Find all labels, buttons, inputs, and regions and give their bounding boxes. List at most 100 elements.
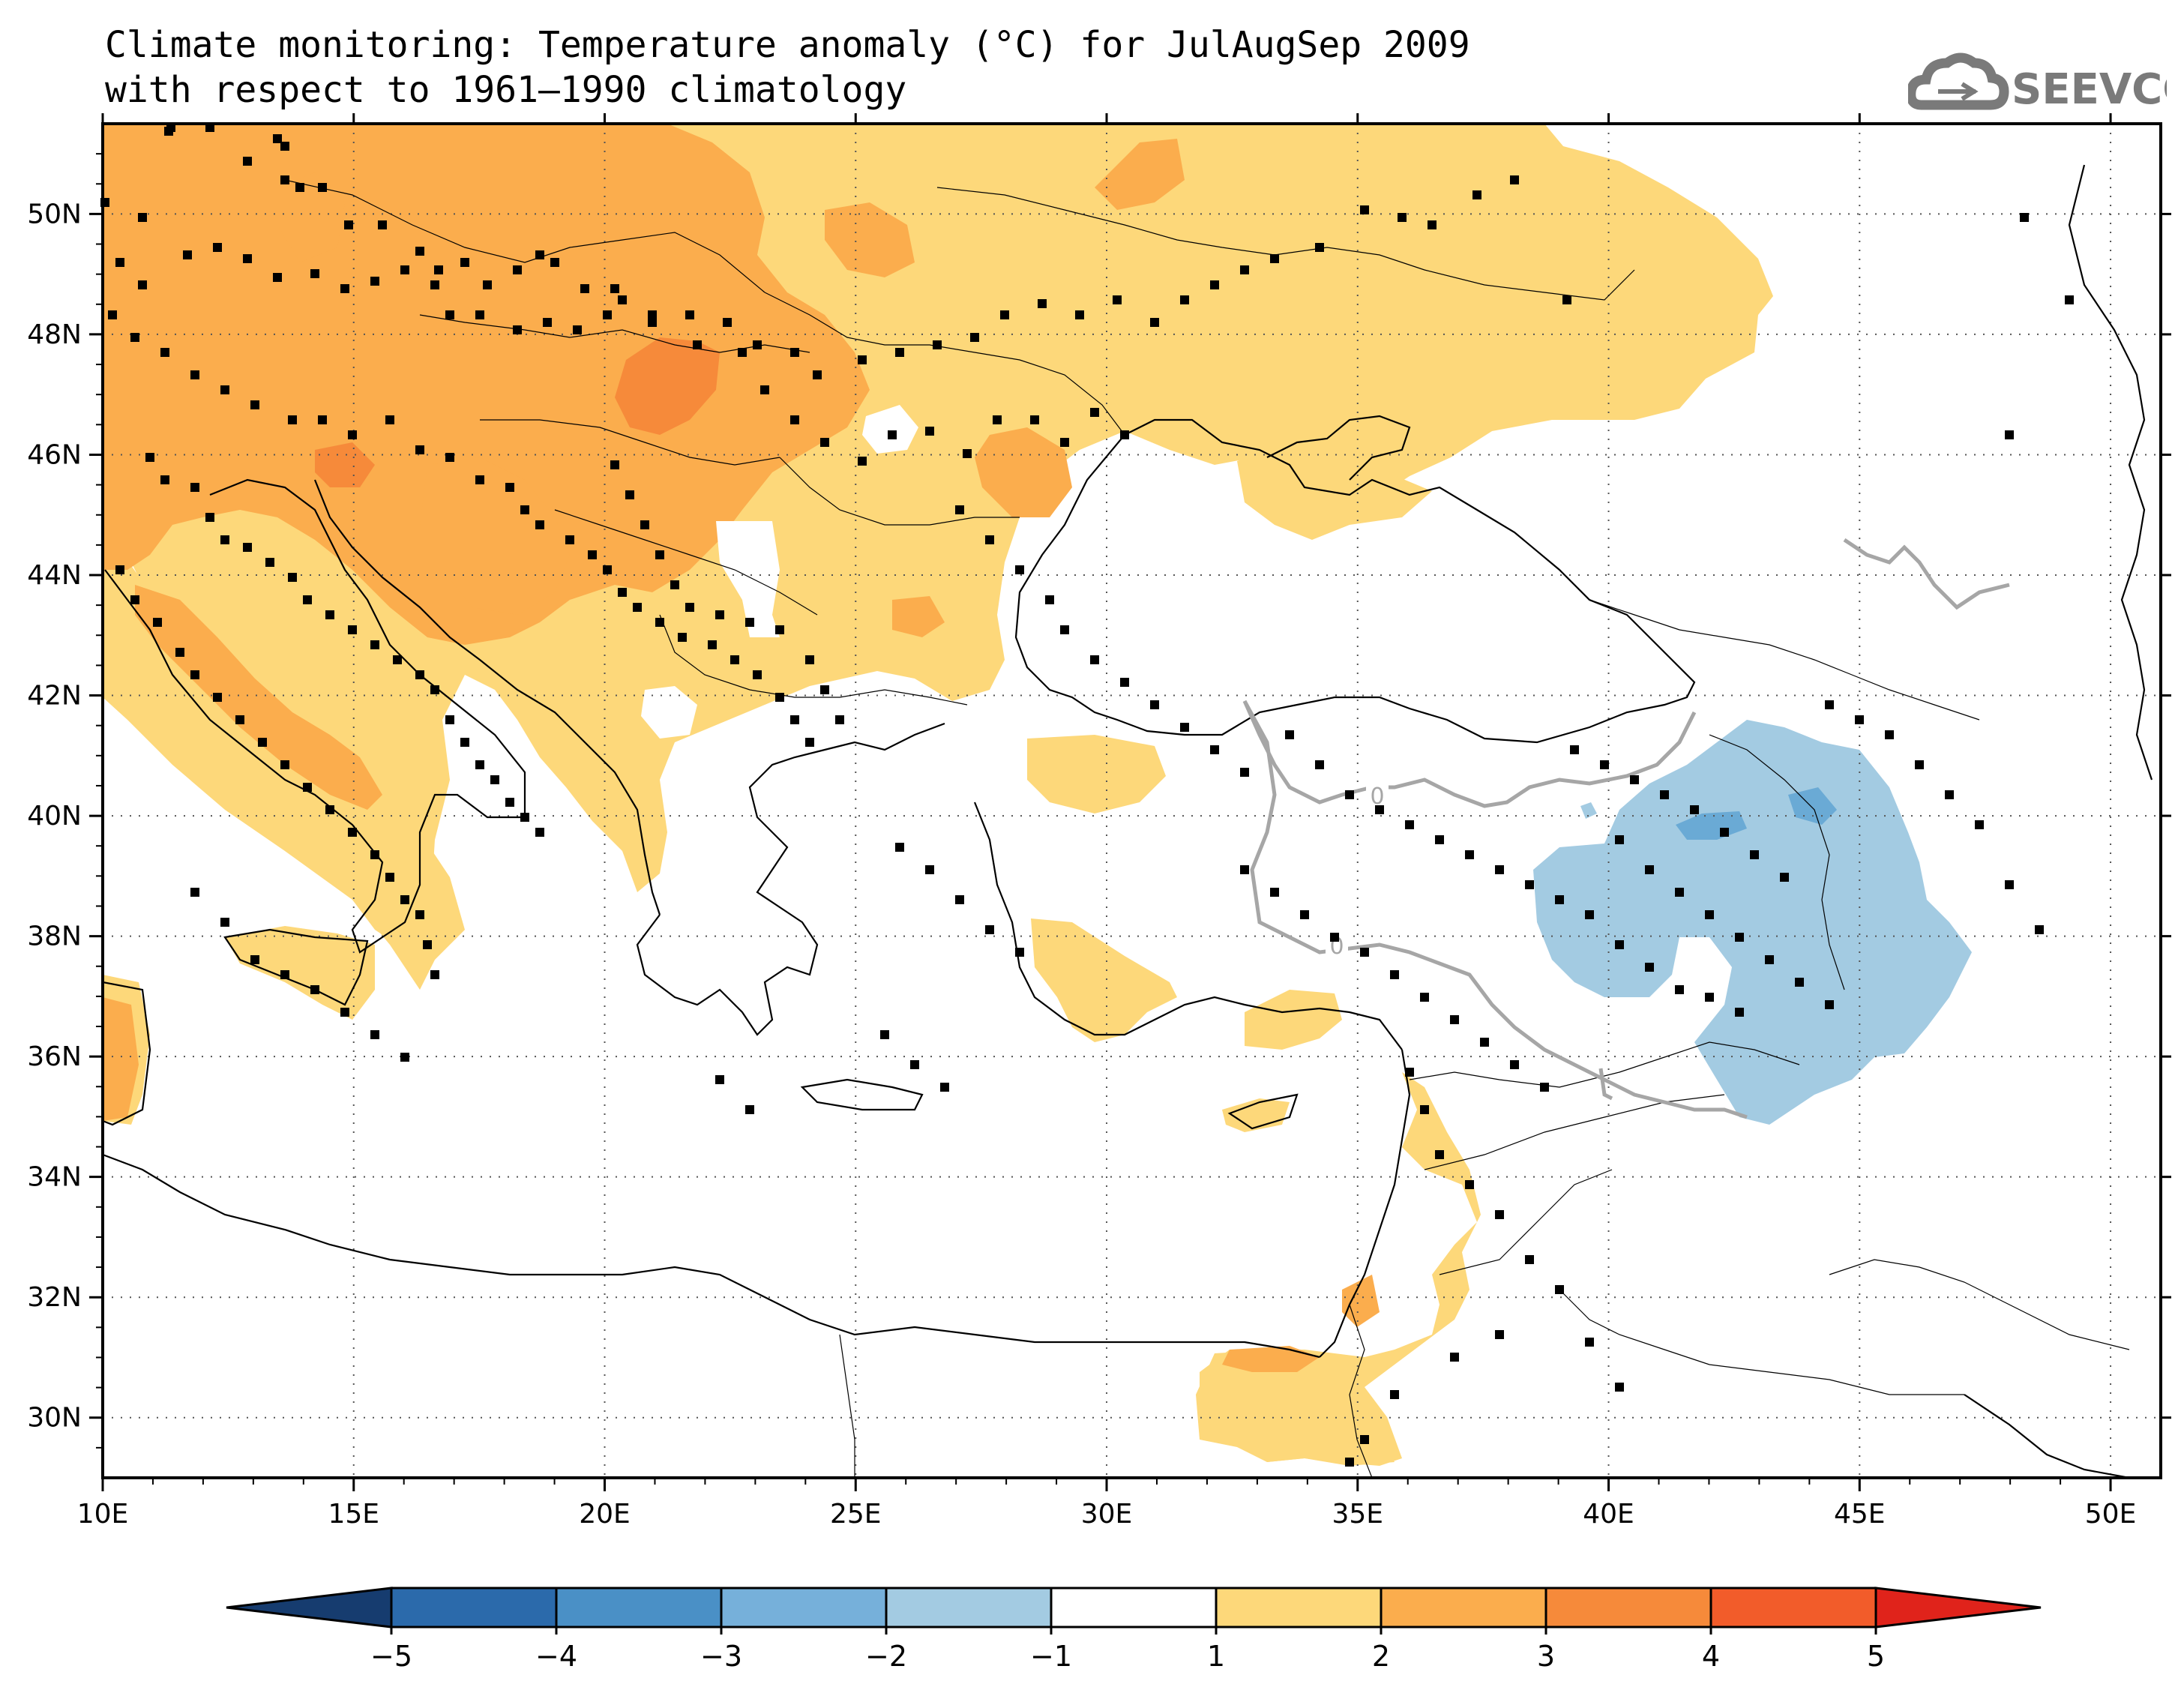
station-marker: [280, 760, 289, 769]
map-frame: [101, 122, 2162, 1479]
station-marker: [1240, 768, 1249, 777]
coastline-gulf: [1964, 1394, 2130, 1478]
border-line: [936, 187, 1635, 301]
station-marker: [1600, 760, 1609, 769]
station-marker: [790, 348, 799, 357]
colorbar-segment: [555, 1587, 723, 1629]
station-marker: [693, 340, 702, 349]
station-marker: [1435, 835, 1444, 844]
station-marker: [1075, 310, 1084, 319]
station-marker: [213, 693, 222, 702]
station-marker: [535, 520, 544, 529]
coastline-italy: [104, 478, 526, 954]
station-marker: [910, 1060, 919, 1069]
station-marker: [835, 715, 844, 724]
colorbar-label: −2: [865, 1640, 907, 1673]
y-tick-label: 30N: [27, 1403, 82, 1434]
coastline-adriatic-east: [313, 479, 661, 915]
station-marker: [370, 277, 379, 286]
anomaly-area-neutral-romania: [862, 405, 918, 454]
station-marker: [220, 535, 229, 544]
x-tick-label: 40E: [1583, 1499, 1634, 1530]
station-marker: [603, 310, 612, 319]
station-marker: [348, 828, 357, 837]
station-marker: [1555, 895, 1564, 904]
station-marker: [1562, 295, 1571, 304]
station-marker: [573, 325, 582, 334]
station-marker: [153, 618, 162, 627]
station-marker: [685, 603, 694, 612]
station-marker: [2005, 880, 2014, 889]
border-line: [659, 614, 968, 706]
station-marker: [190, 670, 199, 679]
station-marker: [243, 254, 252, 263]
station-marker: [1615, 835, 1624, 844]
station-marker: [400, 895, 409, 904]
coastline-black-sea: [1014, 418, 1696, 744]
coastlines: [103, 164, 2153, 1478]
station-marker: [415, 445, 424, 454]
coastline-sicily: [223, 928, 369, 1006]
station-marker: [513, 265, 522, 274]
station-marker: [138, 280, 147, 289]
x-tick-label: 20E: [579, 1499, 631, 1530]
station-marker: [760, 385, 769, 394]
station-marker: [243, 157, 252, 166]
station-marker: [925, 427, 934, 436]
station-marker: [348, 625, 357, 634]
station-marker: [415, 910, 424, 919]
station-marker: [1060, 625, 1069, 634]
station-marker: [655, 550, 664, 559]
station-marker: [303, 783, 312, 792]
station-marker: [1510, 1060, 1519, 1069]
border-line: [1589, 599, 1980, 721]
station-marker: [1270, 254, 1279, 263]
anomaly-area-positive-2-3-czech: [277, 172, 345, 262]
station-marker: [1150, 700, 1159, 709]
colorbar-segment: [1215, 1587, 1383, 1629]
coastline-sardinia: [103, 981, 151, 1126]
station-marker: [565, 535, 574, 544]
station-marker: [1315, 243, 1324, 252]
station-marker: [280, 175, 289, 184]
anomaly-area-positive-1-2-egypt: [1196, 1350, 1395, 1466]
station-marker: [423, 940, 432, 949]
station-marker: [1210, 745, 1219, 754]
station-marker: [175, 648, 184, 657]
y-tick-label: 46N: [27, 439, 82, 470]
station-marker: [1150, 318, 1159, 327]
colorbar-label: 4: [1702, 1640, 1720, 1673]
colorbar-segment: [1709, 1587, 1877, 1629]
anomaly-area-neutral-serbia: [716, 521, 780, 637]
station-marker: [970, 333, 979, 342]
anomaly-area-positive-2-3-central-europe: [103, 124, 870, 645]
station-marker: [340, 284, 349, 293]
station-marker: [1480, 1038, 1489, 1047]
contour-zero-east: [1242, 700, 1697, 808]
station-marker: [1405, 820, 1414, 829]
station-marker: [1420, 1105, 1429, 1114]
station-marker: [505, 483, 514, 492]
station-marker: [213, 243, 222, 252]
anomaly-area-positive-1-2-marmara: [1027, 735, 1166, 814]
station-marker: [723, 318, 732, 327]
y-tick-label: 32N: [27, 1282, 82, 1313]
colorbar-label: 2: [1372, 1640, 1390, 1673]
anomaly-area-positive-1-2-cyprus: [1222, 1098, 1290, 1132]
station-marker: [1825, 700, 1834, 709]
colorbar-label: −4: [535, 1640, 577, 1673]
y-tick-label: 40N: [27, 801, 82, 832]
station-marker: [205, 513, 214, 522]
station-marker: [1660, 790, 1669, 799]
coastline-azov-crimea: [1266, 415, 1411, 481]
coastline-crete: [800, 1078, 924, 1111]
station-marker: [625, 490, 634, 499]
station-marker: [670, 580, 679, 589]
station-marker: [580, 284, 589, 293]
station-marker: [475, 475, 484, 484]
station-marker: [933, 340, 942, 349]
station-marker: [325, 805, 334, 814]
station-marker: [610, 284, 619, 293]
border-line: [554, 509, 818, 616]
